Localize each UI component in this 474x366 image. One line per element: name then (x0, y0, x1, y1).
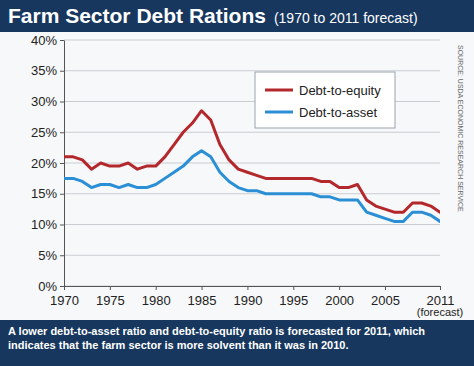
x-tick: 2000 (325, 286, 354, 308)
x-tick-mark (247, 286, 248, 290)
y-tick: 0% (38, 279, 64, 294)
x-tick-label: 1970 (50, 293, 79, 308)
x-tick-label: 1975 (96, 293, 125, 308)
y-axis: 0% 5% 10% 15% 20% 25% 30% 35% 40% (31, 33, 65, 294)
x-tick-mark (293, 286, 294, 290)
panel (0, 32, 474, 320)
x-tick-label: 2005 (371, 293, 400, 308)
y-tick-label: 35% (31, 63, 57, 78)
x-tick-label: 1995 (279, 293, 308, 308)
grid-line (64, 286, 440, 287)
y-tick-mark (60, 102, 64, 103)
y-axis-line (64, 41, 65, 287)
y-tick-label: 10% (31, 217, 57, 232)
y-tick: 25% (31, 125, 64, 140)
title: Farm Sector Debt Rations (8, 4, 266, 27)
y-tick-label: 25% (31, 125, 57, 140)
x-tick-label: 1990 (233, 293, 262, 308)
x-tick: 1970 (50, 286, 79, 308)
y-tick: 15% (31, 186, 64, 201)
y-tick-label: 30% (31, 94, 57, 109)
legend-label: Debt-to-asset (299, 105, 377, 120)
y-tick: 20% (31, 156, 64, 171)
x-tick-mark (110, 286, 111, 290)
grid-line (64, 70, 440, 71)
x-axis-line (65, 286, 441, 287)
y-tick-mark (60, 286, 64, 287)
x-tick: 1990 (233, 286, 262, 308)
source: SOURCE: USDA ECONOMIC RESEARCH SERVICE (457, 45, 464, 212)
y-tick-mark (60, 40, 64, 41)
y-tick-mark (60, 225, 64, 226)
x-axis: 1970 1975 1980 1985 1990 1995 2000 2005 2011 (50, 286, 454, 308)
chart: Farm Sector Debt Rations (1970 to 2011 fo… (0, 0, 474, 320)
subtitle: (1970 to 2011 forecast) (274, 10, 418, 26)
legend-swatch (265, 111, 293, 114)
x-tick-label: 2000 (325, 293, 354, 308)
grid-line (64, 132, 440, 133)
x-tick-label: 1985 (188, 293, 217, 308)
y-tick-mark (60, 71, 64, 72)
x-tick: 2005 (371, 286, 400, 308)
legend-label: Debt-to-equity (299, 83, 381, 98)
x-tick: 2011 (427, 286, 455, 308)
legend: Debt-to-equity Debt-to-asset (255, 72, 395, 128)
x-tick-mark (385, 286, 386, 290)
y-tick-label: 5% (38, 248, 57, 263)
y-tick-mark (60, 255, 64, 256)
y-tick: 5% (38, 248, 64, 263)
x-tick-mark (339, 286, 340, 290)
x-tick: 1995 (279, 286, 308, 308)
title-bar (0, 0, 474, 32)
y-tick-mark (60, 163, 64, 164)
x-tick-label: 1980 (142, 293, 171, 308)
grid (64, 40, 440, 286)
grid-line (64, 193, 440, 194)
grid-line (64, 224, 440, 225)
x-tick-mark (440, 286, 441, 290)
x-tick: 1980 (142, 286, 171, 308)
caption: A lower debt-to-asset ratio and debt-to-… (0, 320, 474, 366)
grid-line (64, 40, 440, 41)
legend-box (255, 72, 395, 128)
x-tick: 1975 (96, 286, 125, 308)
y-tick: 30% (31, 94, 64, 109)
x-tick: 1985 (188, 286, 217, 308)
x-tick-mark (64, 286, 65, 290)
y-tick-label: 20% (31, 156, 57, 171)
y-tick-label: 40% (31, 33, 57, 48)
y-tick: 10% (31, 217, 64, 232)
y-tick-label: 0% (38, 279, 57, 294)
title-group: Farm Sector Debt Rations (1970 to 2011 fo… (8, 4, 418, 27)
grid-line (64, 255, 440, 256)
legend-swatch (265, 89, 293, 92)
series-line (64, 151, 440, 222)
grid-line (64, 163, 440, 164)
y-tick: 35% (31, 63, 64, 78)
y-tick-mark (60, 132, 64, 133)
y-tick-mark (60, 194, 64, 195)
x-tick-mark (156, 286, 157, 290)
y-tick: 40% (31, 33, 64, 48)
annotation: (forecast) (417, 306, 463, 318)
x-tick-mark (202, 286, 203, 290)
y-tick-label: 15% (31, 186, 57, 201)
